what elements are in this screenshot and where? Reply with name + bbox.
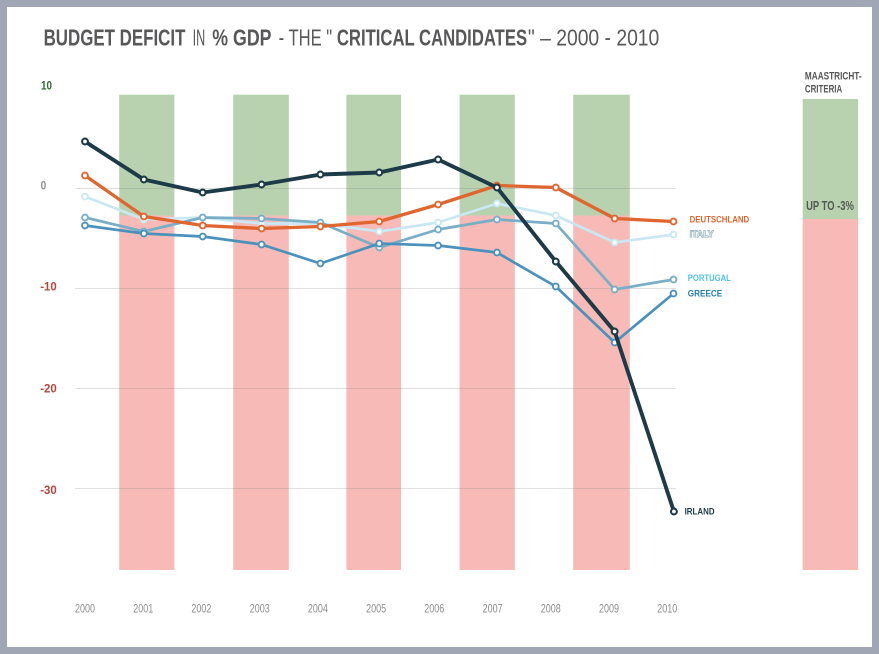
- svg-text:0: 0: [41, 179, 47, 193]
- svg-text:2002: 2002: [191, 601, 211, 615]
- svg-text:-20: -20: [40, 382, 57, 396]
- svg-text:% GDP: % GDP: [212, 25, 271, 51]
- svg-text:2000: 2000: [75, 601, 95, 615]
- svg-text:2007: 2007: [483, 601, 503, 615]
- svg-text:IRLAND: IRLAND: [685, 506, 715, 516]
- svg-text:2008: 2008: [541, 601, 561, 615]
- svg-text:2005: 2005: [366, 601, 386, 615]
- svg-text:ITALY: ITALY: [690, 229, 714, 239]
- svg-text:GREECE: GREECE: [688, 289, 723, 299]
- svg-text:2003: 2003: [250, 601, 270, 615]
- svg-text:BUDGET DEFICIT: BUDGET DEFICIT: [44, 25, 186, 51]
- svg-text:PORTUGAL: PORTUGAL: [688, 273, 732, 283]
- svg-text:-10: -10: [40, 279, 57, 293]
- svg-text:MAASTRICHT-: MAASTRICHT-: [805, 71, 862, 83]
- svg-text:2006: 2006: [424, 601, 444, 615]
- svg-text:2009: 2009: [599, 601, 619, 615]
- svg-text:10: 10: [41, 79, 52, 93]
- svg-text:DEUTSCHLAND: DEUTSCHLAND: [690, 215, 750, 225]
- svg-text:UP TO -3%: UP TO -3%: [806, 198, 854, 213]
- svg-text:CRITICAL CANDIDATES: CRITICAL CANDIDATES: [337, 25, 527, 51]
- svg-text:IN: IN: [193, 25, 206, 51]
- svg-text:2010: 2010: [657, 601, 677, 615]
- svg-text:CRITERIA: CRITERIA: [805, 83, 842, 95]
- svg-text:- THE ": - THE ": [279, 25, 333, 51]
- svg-text:2004: 2004: [308, 601, 328, 615]
- svg-text:" – 2000 - 2010: " – 2000 - 2010: [528, 25, 659, 51]
- svg-text:-30: -30: [40, 483, 57, 497]
- svg-text:2001: 2001: [133, 601, 153, 615]
